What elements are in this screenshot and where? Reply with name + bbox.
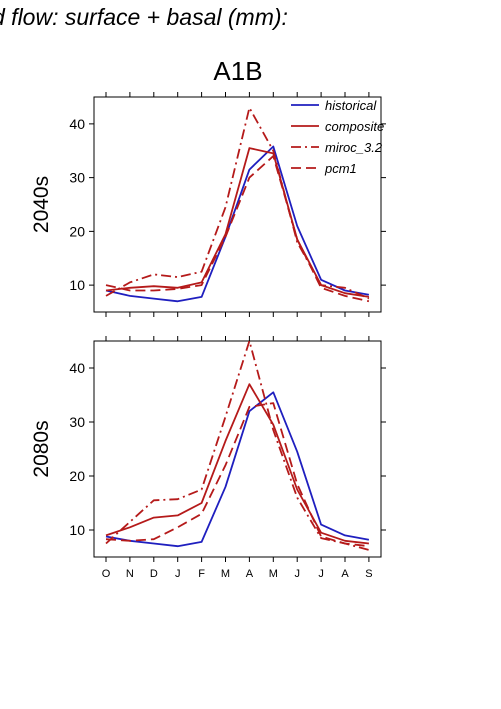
x-tick-label: M [269, 568, 278, 580]
x-tick-label: F [198, 568, 205, 580]
y-tick-label: 10 [69, 522, 85, 538]
y-tick-label: 40 [69, 360, 85, 376]
plot-frame-2080s [93, 340, 382, 558]
x-tick-label: A [341, 568, 349, 580]
x-tick-label: J [318, 568, 324, 580]
y-tick-label: 10 [69, 277, 85, 293]
y-tick-label: 20 [69, 468, 85, 484]
series-line-miroc-3-2 [105, 340, 370, 551]
series-line-pcm1 [105, 155, 370, 303]
x-tick-label: N [126, 568, 134, 580]
series-line-historical [105, 145, 370, 303]
series-line-historical [105, 391, 370, 548]
legend-label-miroc-3-2: miroc_3.2 [325, 140, 383, 155]
panel-label: 2080s [30, 420, 53, 477]
x-tick-label: M [221, 568, 230, 580]
plot-frame-2040s [93, 96, 382, 313]
figure-title: d flow: surface + basal (mm): [0, 4, 288, 30]
y-tick-label: 20 [69, 223, 85, 239]
legend-label-pcm1: pcm1 [324, 161, 357, 176]
x-tick-label: D [150, 568, 158, 580]
legend-label-composite: composite [325, 119, 384, 134]
x-tick-label: J [294, 568, 300, 580]
legend-label-historical: historical [325, 98, 377, 113]
y-tick-label: 30 [69, 170, 85, 186]
x-tick-label: A [246, 568, 254, 580]
series-line-pcm1 [105, 402, 370, 548]
x-tick-label: O [102, 568, 111, 580]
y-tick-label: 40 [69, 116, 85, 132]
x-tick-label: S [365, 568, 372, 580]
series-line-composite [105, 383, 370, 545]
x-tick-label: J [175, 568, 181, 580]
series-line-miroc-3-2 [105, 106, 370, 300]
panel-label: 2040s [30, 176, 53, 233]
scenario-title: A1B [213, 56, 263, 86]
y-tick-label: 30 [69, 414, 85, 430]
